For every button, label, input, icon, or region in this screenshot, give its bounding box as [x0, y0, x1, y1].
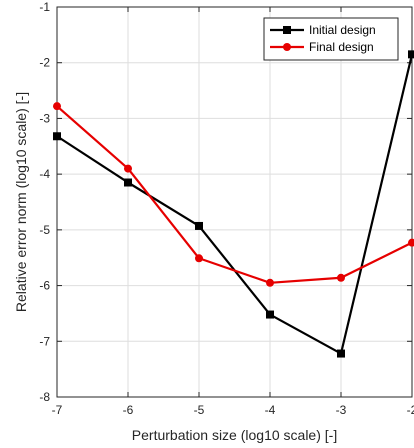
data-point [266, 278, 274, 287]
legend-swatch-marker [283, 26, 291, 34]
data-point [337, 349, 345, 358]
data-point [53, 132, 61, 141]
y-tick-label: -2 [39, 56, 50, 70]
x-tick-label: -3 [336, 403, 347, 417]
legend-label: Initial design [309, 23, 376, 37]
y-tick-label: -1 [39, 0, 50, 14]
legend-box [263, 17, 399, 61]
series-line-2 [56, 105, 413, 284]
data-point [124, 178, 132, 187]
x-tick-labels: -7 -6 -5 -4 -3 -2 [52, 403, 414, 417]
data-point [266, 310, 274, 319]
y-tick-label: -5 [39, 223, 50, 237]
x-tick-label: -5 [194, 403, 205, 417]
y-tick-label: -3 [39, 111, 50, 125]
y-axis-label: Relative error norm (log10 scale) [-] [13, 92, 29, 312]
data-point [195, 254, 203, 263]
series-layer [53, 50, 414, 358]
legend-label: Final design [309, 40, 374, 54]
axes [56, 6, 413, 398]
data-point [195, 221, 203, 230]
y-tick-label: -4 [39, 167, 50, 181]
plot-frame [56, 6, 413, 398]
x-tick-label: -6 [123, 403, 134, 417]
x-tick-label: -2 [407, 403, 414, 417]
legend: Initial design Final design [263, 17, 399, 61]
y-tick-labels: -8 -7 -6 -5 -4 -3 -2 -1 [39, 0, 50, 404]
data-point [337, 273, 345, 282]
x-tick-label: -7 [52, 403, 63, 417]
data-point [408, 238, 414, 247]
legend-swatch-marker [283, 43, 291, 51]
y-tick-label: -6 [39, 279, 50, 293]
y-tick-label: -7 [39, 334, 50, 348]
data-point [53, 102, 61, 111]
x-axis-label: Perturbation size (log10 scale) [-] [132, 427, 337, 443]
x-tick-label: -4 [265, 403, 276, 417]
data-point [124, 164, 132, 173]
y-tick-label: -8 [39, 390, 50, 404]
data-point [408, 50, 414, 59]
